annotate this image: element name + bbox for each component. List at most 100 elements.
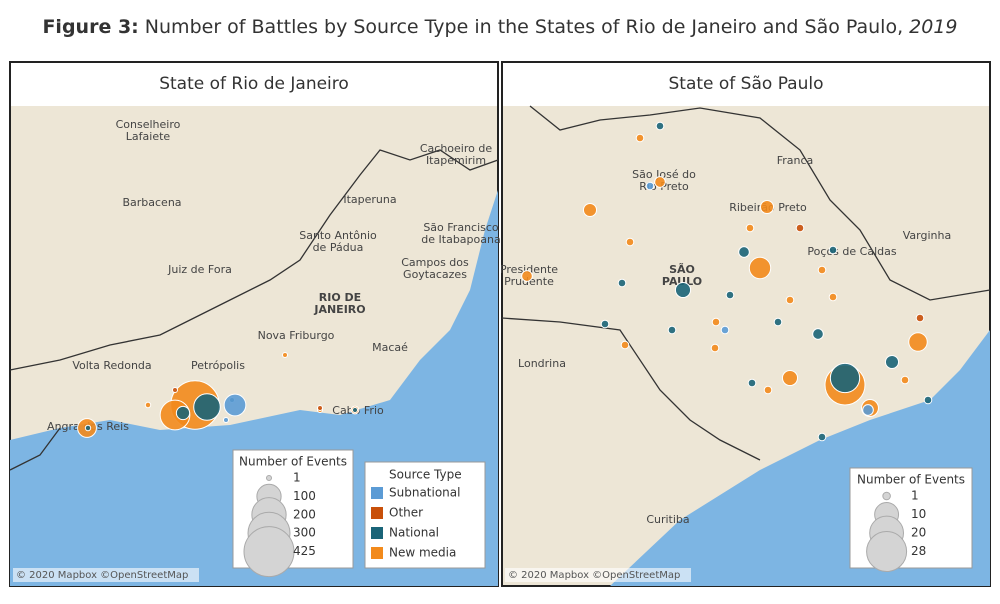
place-label: Franca — [777, 154, 814, 167]
place-label: Conselheiro — [116, 118, 181, 131]
place-label: Campos dos — [401, 256, 469, 269]
place-label: Poços de Caldas — [807, 245, 896, 258]
event-bubble — [521, 270, 533, 282]
event-bubble — [862, 404, 874, 416]
type-label: New media — [389, 546, 456, 560]
event-bubble — [282, 352, 288, 358]
size-legend-circle — [243, 526, 295, 578]
event-bubble — [747, 378, 757, 388]
type-legend-title: Source Type — [389, 468, 462, 482]
event-bubble — [828, 245, 838, 255]
place-label: Curitiba — [646, 513, 689, 526]
panels: State of Rio de Janeiro ConselheiroLafaie… — [9, 61, 991, 587]
size-legend-circle — [266, 475, 272, 481]
place-label: Presidente — [500, 263, 558, 276]
place-label: Nova Friburgo — [258, 329, 335, 342]
place-label: RIO DE — [319, 291, 361, 304]
event-bubble — [711, 317, 721, 327]
event-bubble — [828, 292, 838, 302]
event-bubble — [620, 340, 630, 350]
event-bubble — [748, 256, 772, 280]
state-border — [501, 317, 761, 461]
place-label: PAULO — [662, 275, 702, 288]
panel-title: State of Rio de Janeiro — [159, 74, 349, 94]
event-bubble — [172, 387, 178, 393]
figure-title: Figure 3: Number of Battles by Source Ty… — [42, 16, 957, 38]
event-bubble — [725, 290, 735, 300]
state-border — [9, 427, 61, 471]
event-bubble — [667, 325, 677, 335]
event-bubble — [654, 176, 666, 188]
event-bubble — [223, 393, 247, 417]
event-bubble — [710, 343, 720, 353]
event-bubble — [900, 375, 910, 385]
place-label: JANEIRO — [313, 303, 365, 316]
type-swatch — [371, 507, 383, 519]
size-legend-label: 28 — [911, 544, 926, 558]
type-label: Other — [389, 506, 423, 520]
size-legend-label: 20 — [911, 526, 926, 540]
size-legend-label: 300 — [293, 526, 316, 540]
size-legend-title: Number of Events — [239, 455, 347, 469]
place-label: Prudente — [504, 275, 554, 288]
type-swatch — [371, 547, 383, 559]
event-bubble — [625, 237, 635, 247]
event-bubble — [600, 319, 610, 329]
place-label: Londrina — [518, 357, 566, 370]
event-bubble — [84, 424, 92, 432]
place-label: São José do — [632, 168, 696, 181]
panel-title: State of São Paulo — [668, 74, 823, 94]
size-legend-label: 1 — [911, 489, 919, 503]
size-legend-label: 200 — [293, 507, 316, 521]
event-bubble — [674, 281, 692, 299]
place-label: SÃO — [669, 263, 695, 276]
attribution-bg — [505, 568, 691, 582]
event-bubble — [720, 325, 730, 335]
state-border — [9, 149, 499, 371]
event-bubble — [655, 121, 665, 131]
place-label: Lafaiete — [126, 130, 171, 143]
event-bubble — [193, 393, 221, 421]
type-label: National — [389, 526, 439, 540]
event-bubble — [617, 278, 627, 288]
event-bubble — [781, 369, 799, 387]
place-label: Volta Redonda — [72, 359, 151, 372]
size-legend-circle — [882, 491, 891, 501]
size-legend-label: 425 — [293, 544, 316, 558]
event-bubble — [795, 223, 805, 233]
event-bubble — [645, 181, 655, 191]
event-bubble — [144, 401, 152, 409]
event-bubble — [317, 405, 323, 411]
event-bubble — [763, 385, 773, 395]
size-legend-label: 100 — [293, 489, 316, 503]
type-legend-box — [364, 461, 486, 569]
place-label: Santo Antônio — [299, 229, 377, 242]
event-bubble — [908, 332, 928, 352]
place-label: de Pádua — [313, 241, 364, 254]
place-label: Cachoeiro de — [420, 142, 492, 155]
map-panel: State of Rio de Janeiro ConselheiroLafaie… — [9, 61, 501, 587]
event-bubble — [812, 328, 824, 340]
attribution: © 2020 Mapbox ©OpenStreetMap — [16, 570, 188, 581]
event-bubble — [829, 362, 861, 394]
place-label: Macaé — [372, 341, 408, 354]
event-bubble — [884, 354, 900, 370]
place-label: Juiz de Fora — [167, 263, 232, 276]
size-legend-circle — [866, 531, 908, 572]
event-bubble — [923, 395, 933, 405]
event-bubble — [759, 199, 775, 215]
type-swatch — [371, 527, 383, 539]
size-legend-title: Number of Events — [857, 473, 965, 487]
place-label: Petrópolis — [191, 359, 245, 372]
event-bubble — [223, 417, 229, 423]
title-text: Number of Battles by Source Type in the … — [139, 16, 909, 38]
place-label: Barbacena — [122, 196, 181, 209]
event-bubble — [175, 405, 191, 421]
event-bubble — [738, 246, 750, 258]
place-label: de Itabapoana — [421, 233, 500, 246]
event-bubble — [635, 133, 645, 143]
type-swatch — [371, 487, 383, 499]
state-border — [529, 105, 991, 301]
place-label: Itaperuna — [343, 193, 396, 206]
